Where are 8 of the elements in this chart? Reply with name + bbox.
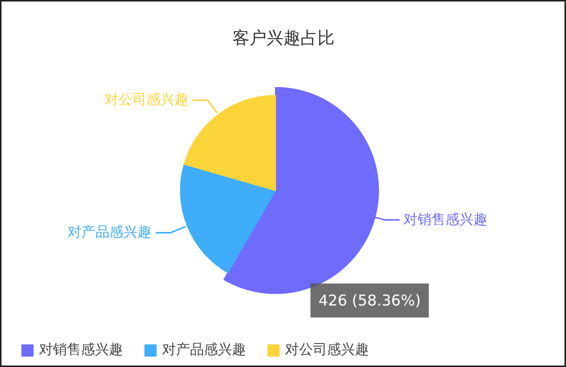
legend-label: 对公司感兴趣	[285, 341, 369, 359]
text: 426 (58.36%)	[318, 292, 421, 310]
slice-label: 对销售感兴趣	[404, 212, 488, 228]
slice-label: 对产品感兴趣	[68, 224, 152, 241]
slice-label: 对公司感兴趣	[104, 92, 189, 108]
chart-title: 客户兴趣占比	[232, 28, 334, 48]
legend-label: 对产品感兴趣	[162, 341, 246, 359]
legend-label: 对销售感兴趣	[39, 341, 123, 359]
